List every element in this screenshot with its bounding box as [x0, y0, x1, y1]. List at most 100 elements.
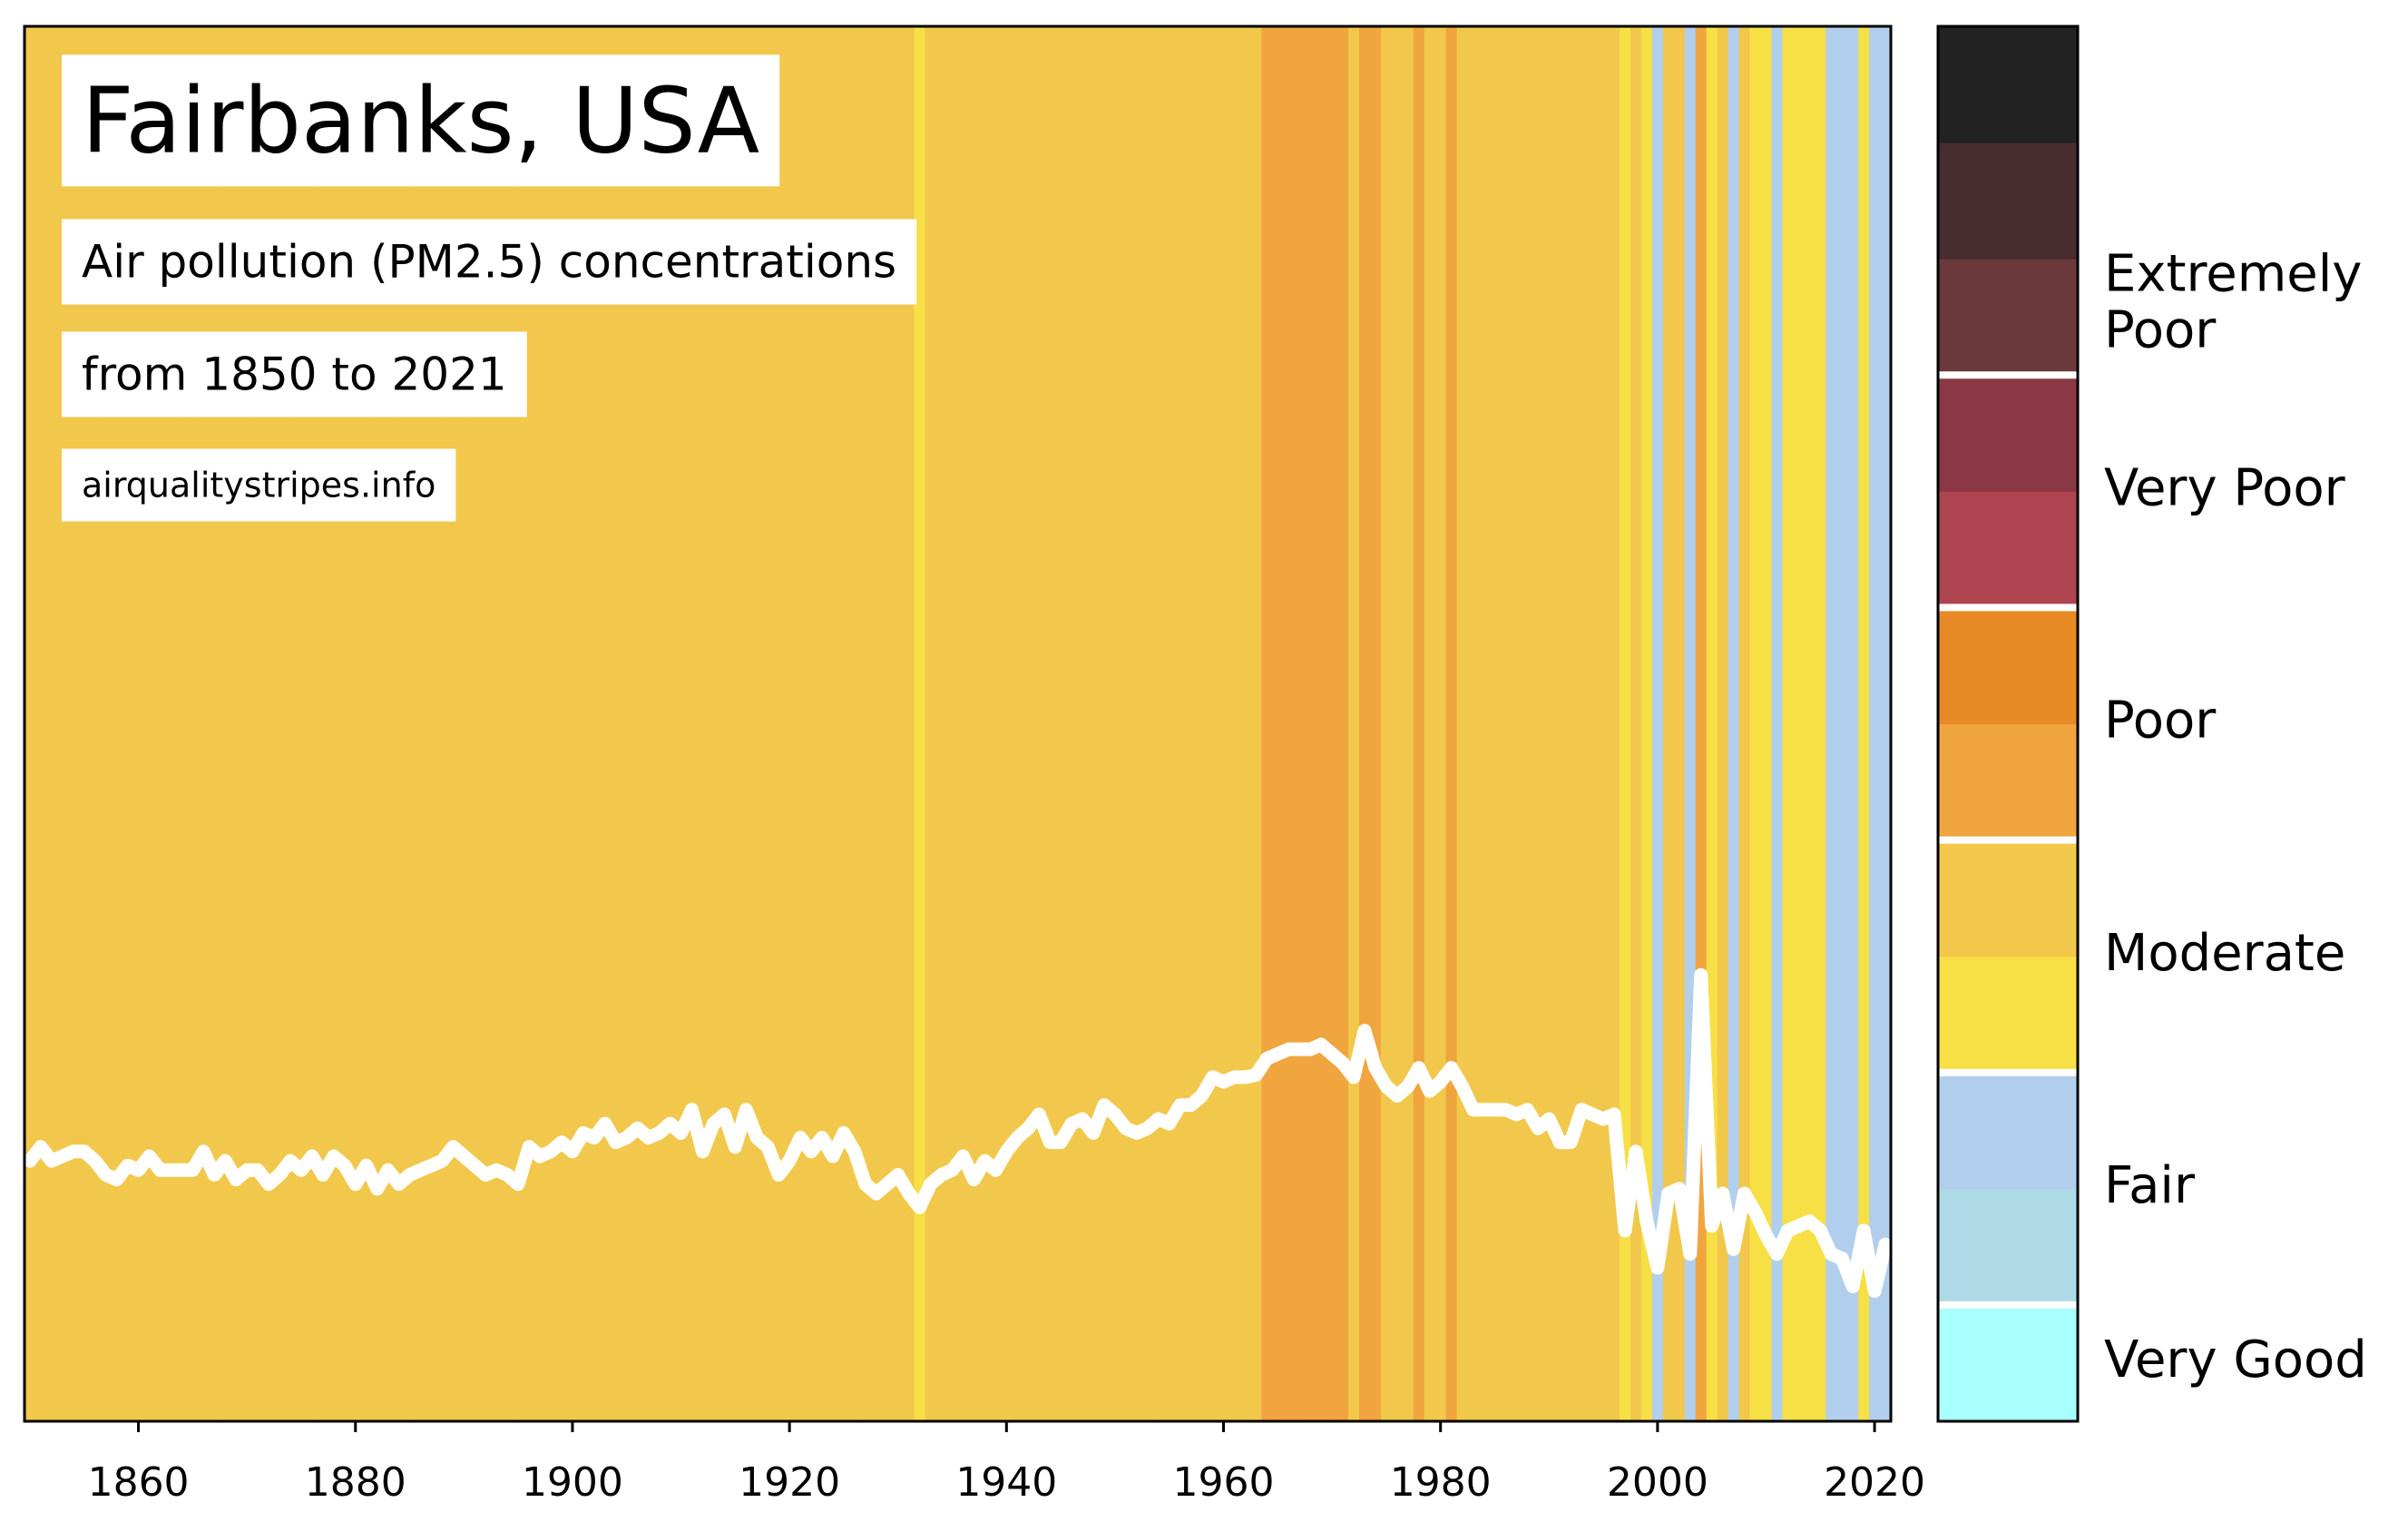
colorbar-label: Very Poor: [2104, 458, 2346, 517]
colorbar-label: Fair: [2104, 1156, 2196, 1215]
colorbar-segment: [1938, 1072, 2078, 1190]
subtitle: from 1850 to 2021: [82, 349, 507, 401]
stripe: [1749, 26, 1762, 1421]
colorbar-label: Extremely Poor: [2104, 245, 2362, 360]
stripe: [1152, 26, 1165, 1421]
stripe: [599, 26, 612, 1421]
x-tick-label: 1960: [1173, 1459, 1275, 1506]
stripe: [631, 26, 644, 1421]
stripe: [1055, 26, 1067, 1421]
colorbar-segment: [1938, 26, 2078, 143]
stripe: [1012, 26, 1023, 1421]
stripe: [903, 26, 915, 1421]
stripe: [795, 26, 807, 1421]
stripe: [1380, 26, 1393, 1421]
stripe: [1543, 26, 1555, 1421]
stripe: [1174, 26, 1187, 1421]
stripe: [859, 26, 872, 1421]
colorbar-segment: [1938, 956, 2078, 1074]
stripe: [773, 26, 785, 1421]
stripe: [1565, 26, 1577, 1421]
stripe: [1066, 26, 1078, 1421]
stripe: [1294, 26, 1306, 1421]
stripe: [817, 26, 828, 1421]
stripe: [1337, 26, 1349, 1421]
stripe: [1609, 26, 1620, 1421]
stripe: [1348, 26, 1360, 1421]
stripe: [1033, 26, 1045, 1421]
stripe: [621, 26, 633, 1421]
colorbar-label-line: Poor: [2104, 301, 2217, 360]
stripe: [1880, 26, 1892, 1421]
stripe: [1630, 26, 1642, 1421]
stripe: [1369, 26, 1382, 1421]
stripe: [1651, 26, 1664, 1421]
stripe: [566, 26, 579, 1421]
stripe: [1620, 26, 1631, 1421]
colorbar-segment: [1938, 375, 2078, 492]
stripe: [979, 26, 991, 1421]
stripe: [762, 26, 774, 1421]
stripe: [1424, 26, 1436, 1421]
stripe: [1640, 26, 1653, 1421]
stripe: [1467, 26, 1480, 1421]
stripe: [1305, 26, 1317, 1421]
stripe: [729, 26, 741, 1421]
stripe: [1207, 26, 1219, 1421]
stripe: [1445, 26, 1458, 1421]
stripe: [1489, 26, 1502, 1421]
title-box: [62, 54, 780, 187]
subtitle-box: [62, 219, 917, 305]
pollution-line: [23, 967, 1893, 1298]
stripe: [914, 26, 926, 1421]
stripe: [610, 26, 622, 1421]
stripe: [1413, 26, 1425, 1421]
stripe: [1434, 26, 1447, 1421]
stripe: [719, 26, 730, 1421]
stripe: [784, 26, 796, 1421]
colorbar-segment: [1938, 1188, 2078, 1306]
stripe: [1185, 26, 1198, 1421]
stripe: [806, 26, 817, 1421]
stripe: [1771, 26, 1784, 1421]
stripe: [925, 26, 937, 1421]
x-tick-label: 2000: [1607, 1459, 1708, 1506]
stripe: [946, 26, 959, 1421]
stripe: [1576, 26, 1588, 1421]
plot-frame: [23, 25, 1893, 1423]
stripe: [1044, 26, 1056, 1421]
stripe: [1272, 26, 1284, 1421]
stripe: [740, 26, 752, 1421]
stripe: [1500, 26, 1512, 1421]
stripe: [1598, 26, 1610, 1421]
stripe: [1836, 26, 1848, 1421]
stripe: [1391, 26, 1404, 1421]
x-tick-label: 1900: [522, 1459, 623, 1506]
stripe: [1782, 26, 1794, 1421]
stripe: [1326, 26, 1338, 1421]
stripe: [892, 26, 905, 1421]
stripe: [957, 26, 970, 1421]
stripe: [1196, 26, 1209, 1421]
x-tick-label: 1980: [1390, 1459, 1492, 1506]
stripe: [1815, 26, 1826, 1421]
stripe: [1141, 26, 1154, 1421]
stripe: [545, 26, 557, 1421]
colorbar-segment: [1938, 607, 2078, 724]
stripe: [1283, 26, 1295, 1421]
stripe: [881, 26, 894, 1421]
stripe: [45, 26, 58, 1421]
colorbar-segment: [1938, 491, 2078, 608]
x-tick-label: 1880: [305, 1459, 406, 1506]
colorbar-label: Moderate: [2104, 924, 2345, 983]
stripe: [697, 26, 710, 1421]
stripe: [1358, 26, 1371, 1421]
stripe: [34, 26, 47, 1421]
stripe: [1847, 26, 1859, 1421]
stripe: [1261, 26, 1273, 1421]
stripe: [968, 26, 981, 1421]
colorbar-label-line: Extremely: [2104, 245, 2362, 304]
stripe: [837, 26, 850, 1421]
colorbar-segment: [1938, 723, 2078, 841]
